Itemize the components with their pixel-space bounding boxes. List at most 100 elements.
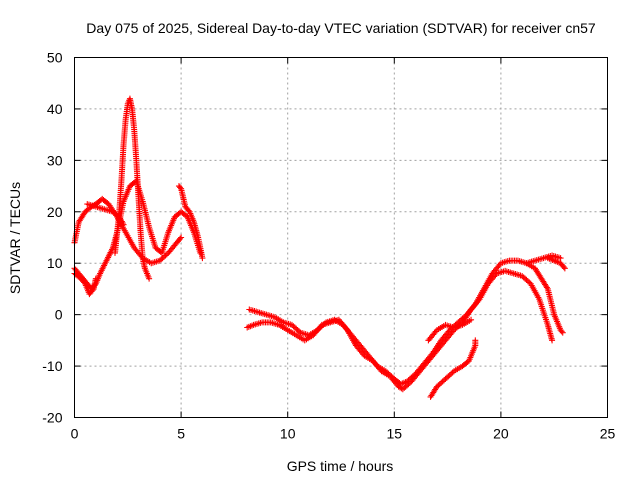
data-point	[156, 257, 163, 264]
data-point	[560, 264, 567, 271]
data-point	[561, 265, 568, 272]
data-point	[382, 368, 389, 375]
data-point	[472, 337, 479, 344]
data-point	[385, 370, 392, 377]
data-point	[294, 327, 301, 334]
data-point	[460, 314, 467, 321]
data-point	[318, 323, 325, 330]
data-point	[519, 273, 526, 280]
data-point	[459, 315, 466, 322]
data-point	[199, 255, 206, 262]
data-point	[321, 320, 328, 327]
data-point	[409, 373, 416, 380]
data-point	[314, 327, 321, 334]
series-track-12	[425, 316, 475, 344]
y-tick-label: -10	[42, 358, 62, 374]
y-tick-label: 10	[47, 255, 63, 271]
data-point	[177, 184, 184, 191]
data-point	[384, 369, 391, 376]
data-point	[455, 319, 462, 326]
y-tick-label: 50	[47, 50, 63, 66]
x-tick-label: 10	[280, 426, 296, 442]
data-point	[401, 384, 408, 391]
data-point	[404, 378, 411, 385]
data-point	[177, 235, 184, 242]
data-point	[520, 274, 527, 281]
data-point	[159, 255, 166, 262]
data-point	[558, 328, 565, 335]
data-point	[288, 321, 295, 328]
data-point	[441, 377, 448, 384]
data-point	[446, 327, 453, 334]
x-tick-label: 15	[387, 426, 403, 442]
data-point	[408, 374, 415, 381]
data-point	[443, 374, 450, 381]
series-track-6	[175, 183, 206, 262]
data-point	[162, 252, 169, 259]
x-tick-label: 25	[600, 426, 616, 442]
plot-frame	[74, 57, 608, 418]
data-point	[178, 234, 185, 241]
data-point	[320, 321, 327, 328]
data-points	[71, 95, 568, 400]
data-point	[462, 312, 469, 319]
y-tick-label: -20	[42, 410, 62, 426]
series-track-10	[523, 260, 566, 336]
data-point	[290, 323, 297, 330]
data-point	[296, 328, 303, 335]
data-point	[161, 253, 168, 260]
data-point	[435, 382, 442, 389]
axis-ticks: 0 5 10 15 20 25 -20 -10 0 10 20 30 40 50	[42, 50, 615, 442]
data-point	[449, 369, 456, 376]
chart-title: Day 075 of 2025, Sidereal Day-to-day VTE…	[86, 20, 596, 36]
data-point	[146, 275, 153, 282]
data-point	[293, 325, 300, 332]
data-point	[523, 276, 530, 283]
data-point	[317, 324, 324, 331]
series-track-4	[71, 270, 99, 298]
data-point	[557, 255, 564, 262]
x-tick-label: 5	[177, 426, 185, 442]
data-point	[524, 278, 531, 285]
data-point	[439, 378, 446, 385]
y-tick-label: 0	[55, 307, 63, 323]
data-point	[158, 256, 165, 263]
series-track-8	[246, 252, 564, 388]
data-point	[291, 324, 298, 331]
x-tick-label: 0	[71, 426, 79, 442]
data-point	[433, 383, 440, 390]
y-axis-label: SDTVAR / TECUs	[7, 182, 23, 294]
data-point	[445, 373, 452, 380]
data-point	[446, 372, 453, 379]
data-point	[315, 325, 322, 332]
data-point	[92, 275, 99, 282]
data-point	[399, 386, 406, 393]
y-tick-label: 20	[47, 204, 63, 220]
data-point	[522, 275, 529, 282]
series-track-5	[112, 95, 153, 282]
y-tick-label: 30	[47, 152, 63, 168]
series-track-11	[544, 255, 568, 272]
data-point	[387, 372, 394, 379]
data-point	[468, 316, 475, 323]
x-axis-label: GPS time / hours	[287, 458, 394, 474]
data-point	[89, 287, 96, 294]
grid	[74, 57, 608, 418]
data-point	[458, 316, 465, 323]
data-point	[436, 381, 443, 388]
series-track-9	[427, 337, 479, 400]
series-track-2	[84, 201, 127, 228]
data-point	[438, 379, 445, 386]
data-point	[442, 375, 449, 382]
y-tick-label: 40	[47, 101, 63, 117]
series-track-7	[244, 267, 556, 393]
data-point	[448, 370, 455, 377]
data-point	[456, 318, 463, 325]
data-point	[388, 373, 395, 380]
data-point	[559, 329, 566, 336]
data-point	[405, 377, 412, 384]
data-point	[411, 372, 418, 379]
data-point	[163, 251, 170, 258]
data-point	[549, 337, 556, 344]
